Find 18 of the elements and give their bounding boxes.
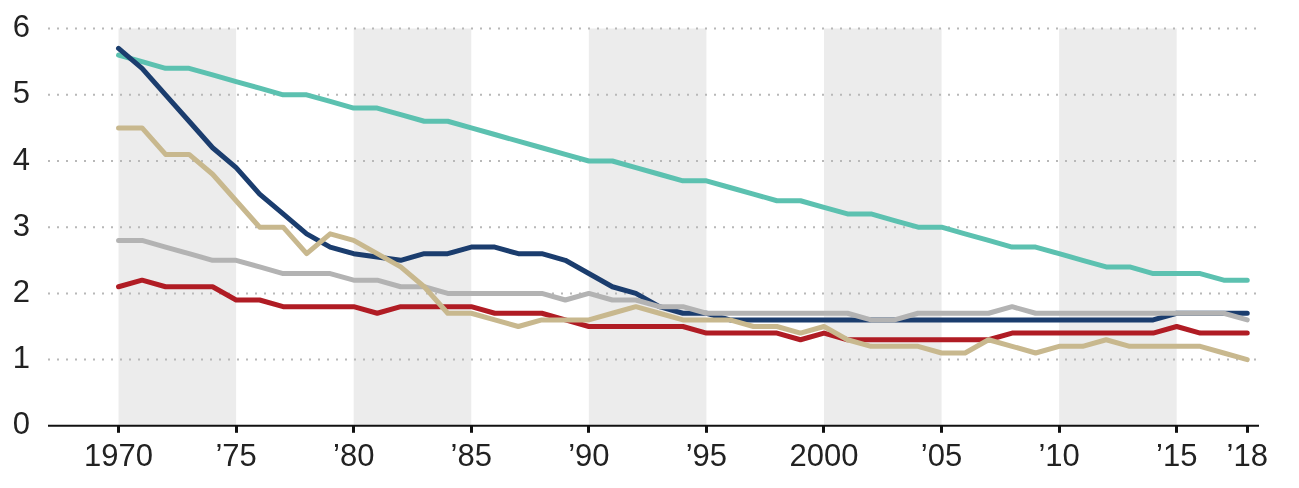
y-tick-label: 3 xyxy=(12,207,30,243)
x-tick-label: ’18 xyxy=(1226,437,1268,473)
y-tick-label: 5 xyxy=(12,75,30,111)
x-tick-label: 2000 xyxy=(789,437,859,473)
x-tick-label: ’05 xyxy=(920,437,963,473)
x-tick-label: ’95 xyxy=(685,437,728,473)
x-tick-label: ’10 xyxy=(1038,437,1080,473)
x-tick-label: ’15 xyxy=(1156,437,1198,473)
x-tick-label: ’75 xyxy=(215,437,257,473)
x-tick-label: 1970 xyxy=(84,437,154,473)
y-tick-label: 6 xyxy=(12,9,30,45)
y-tick-label: 1 xyxy=(12,340,30,376)
y-tick-label: 4 xyxy=(12,141,30,177)
y-tick-label: 0 xyxy=(12,406,30,442)
x-tick-label: ’80 xyxy=(333,437,375,473)
y-tick-label: 2 xyxy=(12,273,30,309)
x-tick-label: ’90 xyxy=(568,437,610,473)
x-tick-label: ’85 xyxy=(450,437,492,473)
